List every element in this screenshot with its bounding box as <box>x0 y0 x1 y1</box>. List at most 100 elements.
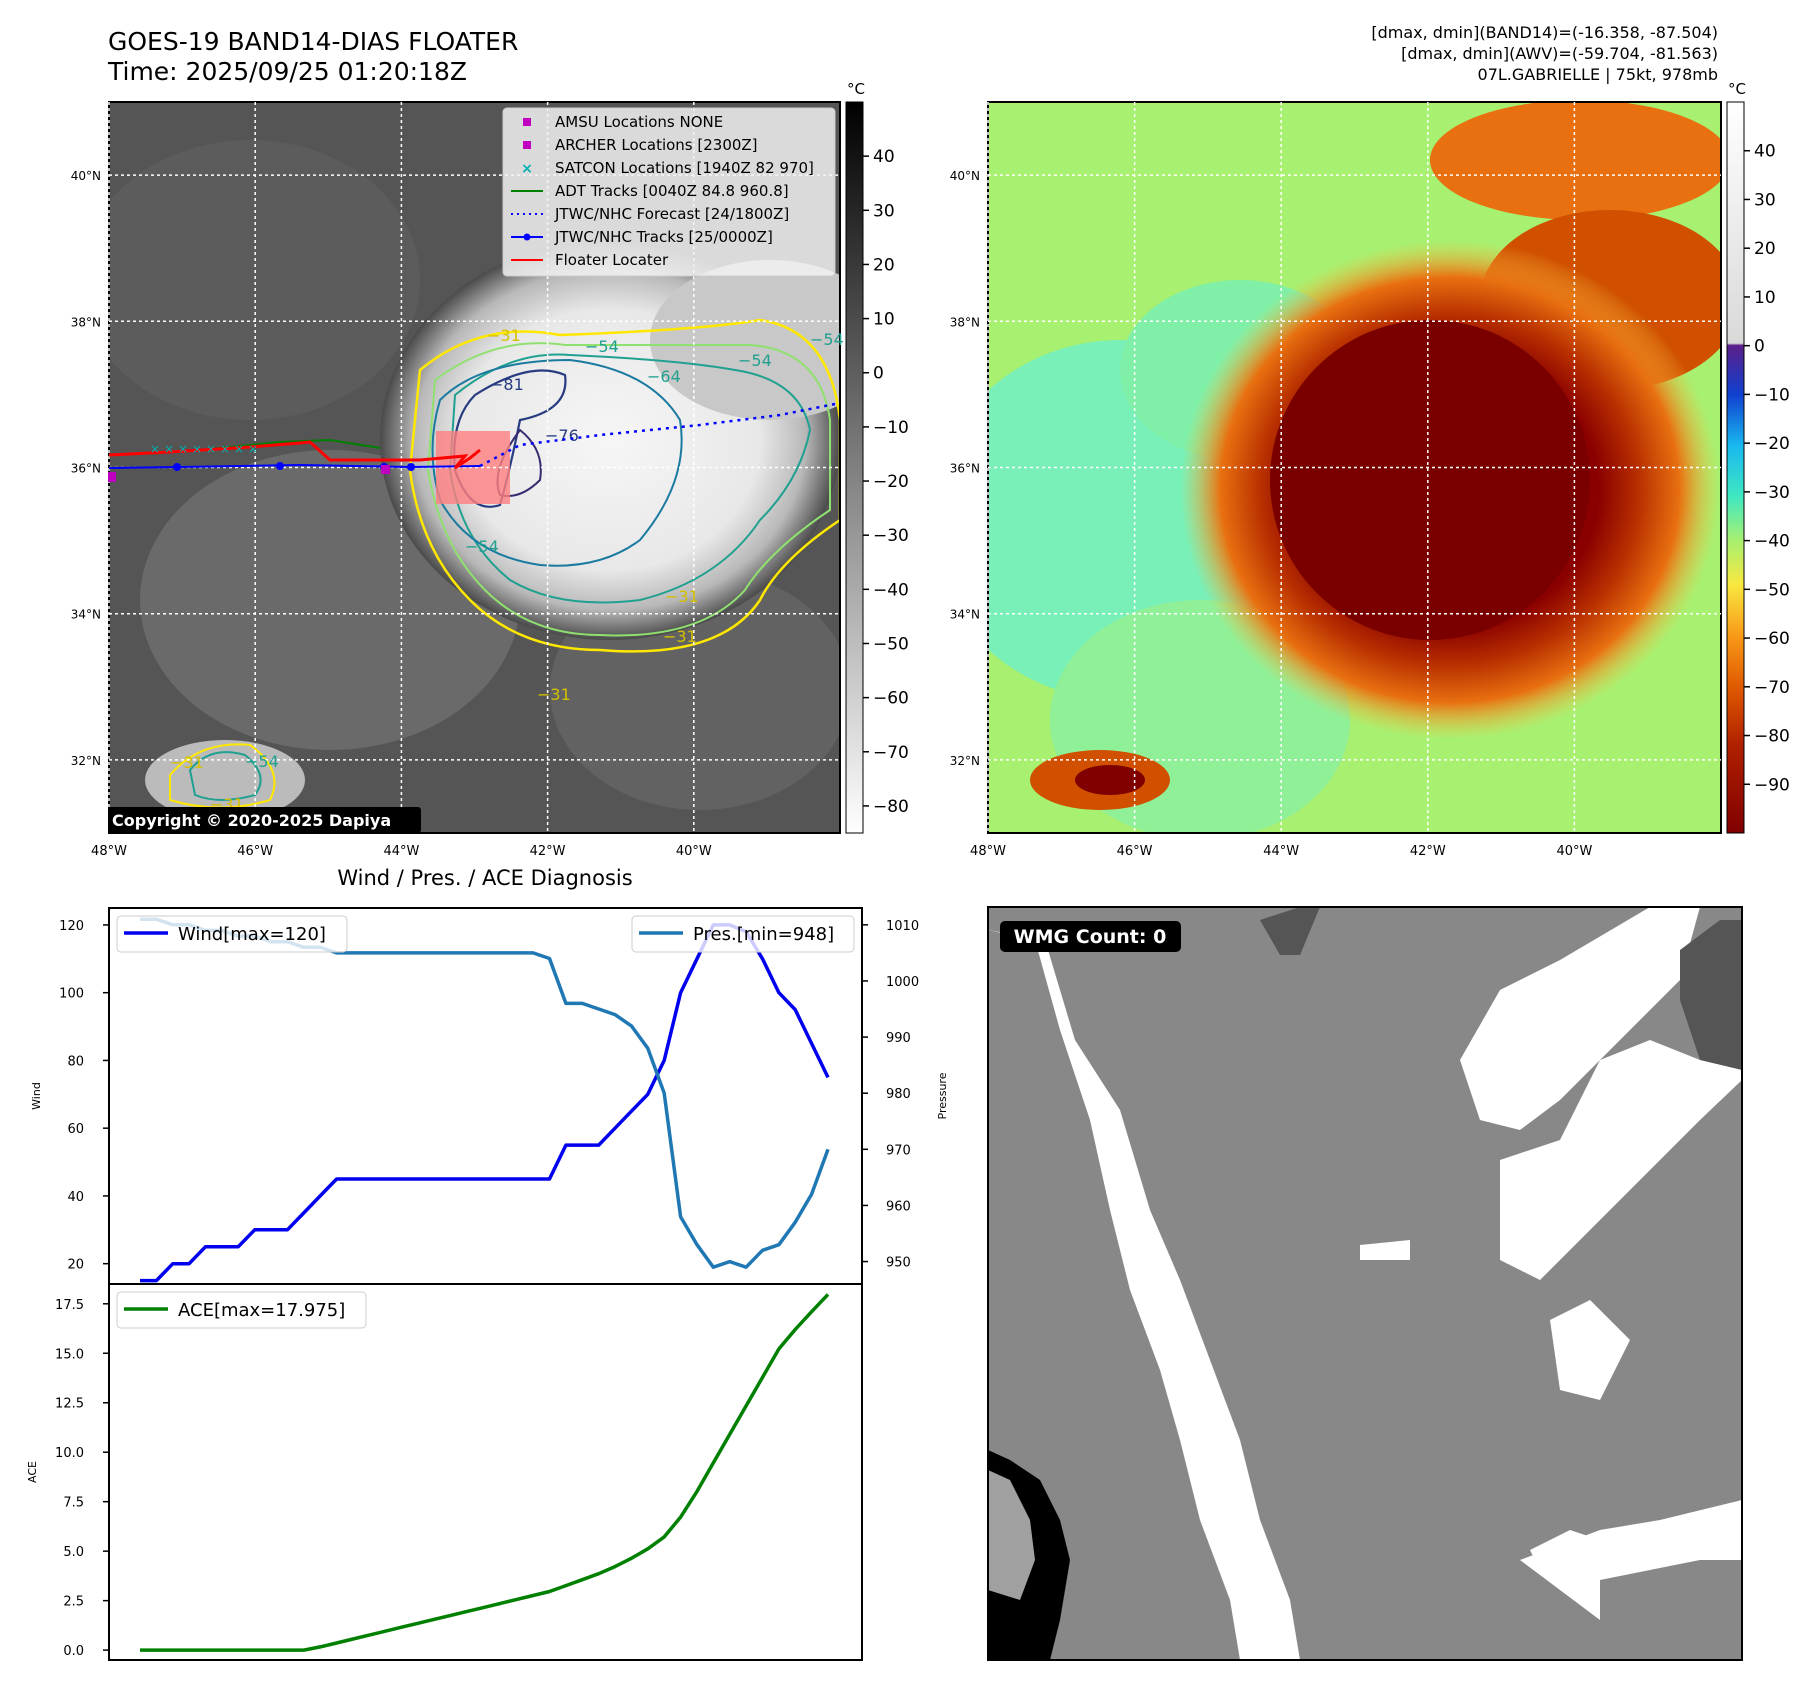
satcon-marker: × <box>206 442 216 456</box>
pres-axis-label: Pressure <box>936 1072 949 1119</box>
pres-legend-label: Pres.[min=948] <box>693 924 834 945</box>
ir-colorbar-unit: °C <box>847 80 865 98</box>
colorbar-tick-label: 0 <box>873 364 884 384</box>
archer-marker <box>108 472 116 482</box>
ir-lat-label: 32°N <box>71 754 101 768</box>
legend-marker <box>523 141 531 149</box>
axis-tick-label: 120 <box>59 919 84 934</box>
wind-ticks: 20 40 60 80 100 120 <box>59 919 109 1273</box>
contour-label: −54 <box>738 351 772 370</box>
colorbar-tick-label: −80 <box>873 797 909 817</box>
awv-lon-labels: 48°W 46°W 44°W 42°W 40°W <box>970 844 1592 859</box>
legend-label: SATCON Locations [1940Z 82 970] <box>555 159 814 177</box>
awv-gridlines <box>987 102 1721 833</box>
contour-label: −31 <box>663 627 697 646</box>
awv-lon-label: 48°W <box>970 844 1006 859</box>
ir-colorbar <box>845 101 864 834</box>
colorbar-tick-label: −30 <box>873 526 909 546</box>
axis-tick-label: 80 <box>67 1054 84 1069</box>
awv-colorbar-unit: °C <box>1728 80 1746 98</box>
axis-tick-label: 17.5 <box>55 1298 84 1313</box>
contour-label: −31 <box>665 587 699 606</box>
colorbar-tick-label: 20 <box>873 255 895 275</box>
jtwc-track-point <box>407 463 415 471</box>
awv-lon-label: 42°W <box>1410 844 1446 859</box>
satcon-marker: × <box>192 442 202 456</box>
ir-legend: AMSU Locations NONE ARCHER Locations [230… <box>502 107 836 277</box>
ir-lat-labels: 40°N 38°N 36°N 34°N 32°N <box>71 169 101 768</box>
axis-tick-label: 15.0 <box>55 1347 84 1362</box>
wmg-frame <box>987 906 1743 1661</box>
info-band14: [dmax, dmin](BAND14)=(-16.358, -87.504) <box>1371 23 1718 42</box>
ir-lon-label: 42°W <box>530 844 566 859</box>
satcon-marker: × <box>150 442 160 456</box>
ir-lon-label: 48°W <box>91 844 127 859</box>
figure-time: Time: 2025/09/25 01:20:18Z <box>107 57 467 86</box>
ace-ticks: 0.0 2.5 5.0 7.5 10.0 12.5 15.0 17.5 <box>55 1298 109 1659</box>
colorbar-tick-label: −40 <box>873 580 909 600</box>
contour-label: −31 <box>487 326 521 345</box>
legend-label: AMSU Locations NONE <box>555 113 723 131</box>
axis-tick-label: 40 <box>67 1190 84 1205</box>
ace-legend: ACE[max=17.975] <box>116 1291 367 1329</box>
axis-tick-label: 990 <box>886 1031 911 1046</box>
axis-tick-label: 10.0 <box>55 1446 84 1461</box>
colorbar-tick-label: −30 <box>1754 483 1790 503</box>
axis-tick-label: 1010 <box>886 919 919 934</box>
satcon-marker: × <box>178 442 188 456</box>
contour-label: −54 <box>245 752 279 771</box>
ir-lat-label: 40°N <box>71 169 101 183</box>
axis-tick-label: 1000 <box>886 975 919 990</box>
colorbar-tick-label: −80 <box>1754 727 1790 747</box>
awv-lon-label: 46°W <box>1117 844 1153 859</box>
wmg-badge-text: WMG Count: 0 <box>1014 926 1167 948</box>
axis-tick-label: 5.0 <box>63 1545 84 1560</box>
floater-locator <box>108 440 481 470</box>
contour-label: −76 <box>545 426 579 445</box>
ir-lon-label: 40°W <box>676 844 712 859</box>
ir-panel: −31−54−54−64−81−76−54−31−31−31−31 −54−31−… <box>71 80 909 859</box>
contour-label: −54 <box>465 537 499 556</box>
ir-colorbar-ticks: 40 30 20 10 0 −10 −20 −30 −40 −50 −60 −70 −80 <box>863 147 909 817</box>
awv-colorbar <box>1726 101 1745 834</box>
contour-label: −31 <box>170 753 204 772</box>
awv-lat-label: 36°N <box>950 462 980 476</box>
colorbar-tick-label: 30 <box>1754 190 1776 210</box>
contour-label: −81 <box>490 375 524 394</box>
jtwc-track <box>108 463 481 469</box>
diag-panel: Wind / Pres. / ACE Diagnosis 20 40 60 80 100… <box>26 866 949 1661</box>
colorbar-tick-label: 10 <box>1754 288 1776 308</box>
colorbar-tick-label: −50 <box>873 634 909 654</box>
satcon-marker: × <box>220 442 230 456</box>
contour-label: −54 <box>585 337 619 356</box>
colorbar-tick-label: 0 <box>1754 337 1765 357</box>
legend-label: JTWC/NHC Forecast [24/1800Z] <box>554 205 789 223</box>
colorbar-tick-label: −20 <box>873 472 909 492</box>
contour-label: −31 <box>537 685 571 704</box>
legend-label: Floater Locater <box>555 251 669 269</box>
colorbar-tick-label: −70 <box>873 743 909 763</box>
axis-tick-label: 950 <box>886 1256 911 1271</box>
awv-lon-label: 40°W <box>1556 844 1592 859</box>
colorbar-tick-label: 20 <box>1754 239 1776 259</box>
axis-tick-label: 0.0 <box>63 1644 84 1659</box>
colorbar-tick-label: −90 <box>1754 775 1790 795</box>
colorbar-tick-label: −10 <box>873 418 909 438</box>
colorbar-tick-label: −10 <box>1754 385 1790 405</box>
axis-tick-label: 20 <box>67 1258 84 1273</box>
wmg-badge <box>1000 921 1181 952</box>
ace-series-line <box>140 1293 830 1652</box>
ir-lat-label: 36°N <box>71 462 101 476</box>
axis-tick-label: 970 <box>886 1143 911 1158</box>
ir-tracks: × × × × × × × × <box>108 401 841 482</box>
satcon-marker: × <box>234 442 244 456</box>
awv-lat-label: 32°N <box>950 754 980 768</box>
colorbar-tick-label: −70 <box>1754 678 1790 698</box>
ir-lat-label: 38°N <box>71 315 101 329</box>
awv-lat-label: 40°N <box>950 169 980 183</box>
info-storm: 07L.GABRIELLE | 75kt, 978mb <box>1478 65 1718 84</box>
wind-legend: Wind[max=120] <box>116 915 348 953</box>
wmg-panel: WMG Count: 0 <box>987 906 1743 1661</box>
legend-marker <box>523 118 531 126</box>
